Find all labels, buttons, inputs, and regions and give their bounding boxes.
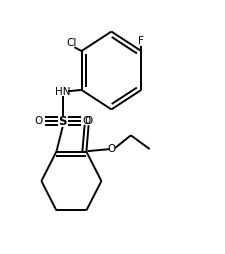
Text: O: O — [84, 117, 93, 126]
Text: S: S — [58, 115, 67, 128]
Text: Cl: Cl — [66, 38, 77, 49]
Text: O: O — [108, 144, 116, 154]
Text: O: O — [82, 116, 91, 126]
Text: HN: HN — [55, 87, 70, 98]
Text: F: F — [138, 37, 144, 46]
Text: O: O — [35, 116, 43, 126]
